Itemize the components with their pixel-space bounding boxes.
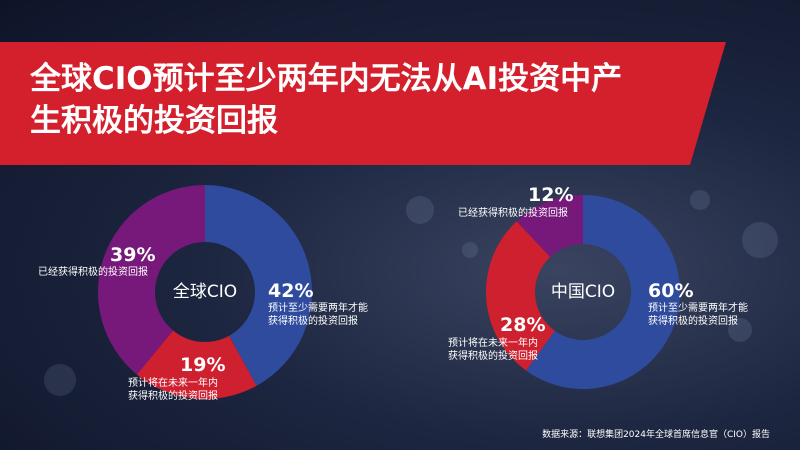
value-label: 12% — [528, 184, 574, 206]
center-label: 中国CIO — [551, 282, 615, 302]
source: 数据来源：联想集团2024年全球首席信息官（CIO）报告 — [542, 430, 770, 440]
center-label: 全球CIO — [173, 282, 237, 302]
value-label: 19% — [180, 354, 226, 376]
lights — [44, 190, 778, 396]
value-label: 39% — [110, 244, 156, 266]
title: 全球CIO预计至少两年内无法从AI投资中产生积极的投资回报 — [30, 61, 623, 139]
donut-slice — [136, 330, 257, 399]
donut-slice — [525, 195, 680, 389]
category-label: 预计至少需要两年才能获得积极的投资回报 — [648, 303, 748, 327]
donut-slice — [485, 221, 555, 371]
donut-slice — [98, 185, 205, 375]
donut-slice — [516, 195, 583, 258]
category-label: 预计将在未来一年内获得积极的投资回报 — [128, 378, 218, 402]
category-label: 预计至少需要两年才能获得积极的投资回报 — [268, 303, 368, 327]
category-label: 已经获得积极的投资回报 — [38, 267, 148, 278]
value-label: 60% — [648, 280, 694, 302]
value-label: 28% — [500, 314, 546, 336]
donut-slice — [205, 185, 312, 386]
category-label: 预计将在未来一年内获得积极的投资回报 — [448, 338, 538, 362]
title-banner — [0, 42, 726, 165]
category-label: 已经获得积极的投资回报 — [458, 208, 568, 219]
value-label: 42% — [268, 280, 314, 302]
